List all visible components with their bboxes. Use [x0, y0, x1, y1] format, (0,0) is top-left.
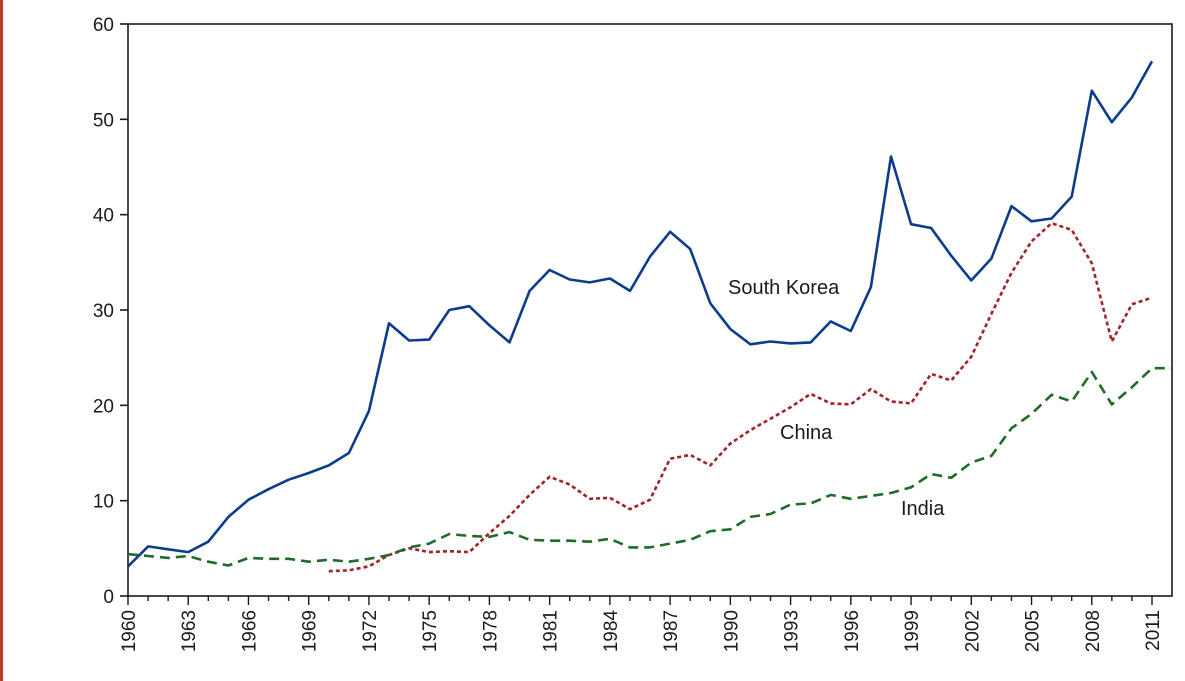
- series-lines: [127, 60, 1171, 573]
- x-tick-label-1984: 1984: [601, 610, 622, 653]
- y-tick-label-30: 30: [93, 301, 114, 322]
- x-tick-label-1960: 1960: [119, 610, 140, 652]
- plot-frame: [127, 23, 1173, 597]
- x-tick-label-1972: 1972: [360, 610, 381, 652]
- tick-marks: [120, 23, 1153, 605]
- x-tick-label-1996: 1996: [842, 610, 863, 652]
- x-tick-label-1975: 1975: [420, 610, 441, 652]
- x-tick-label-1978: 1978: [480, 610, 501, 652]
- y-tick-label-10: 10: [93, 492, 114, 513]
- x-tick-label-1981: 1981: [541, 610, 562, 652]
- left-border-rule: [0, 0, 3, 681]
- series-label-south-korea: South Korea: [728, 277, 840, 299]
- y-tick-label-50: 50: [93, 110, 114, 131]
- y-tick-label-20: 20: [93, 396, 114, 417]
- y-tick-label-40: 40: [93, 206, 114, 227]
- series-line-china: [328, 221, 1153, 573]
- series-label-china: China: [780, 422, 833, 444]
- series-labels: South Korea China India: [728, 277, 945, 520]
- series-label-india: India: [901, 498, 945, 520]
- x-tick-label-2005: 2005: [1023, 610, 1044, 652]
- axes: [127, 23, 1173, 597]
- tick-labels: 0 10 20 30 40 50 60 1960 1963 1966 1969 1972 1975 197…: [93, 15, 1164, 652]
- x-tick-label-1999: 1999: [902, 610, 923, 652]
- y-tick-label-0: 0: [103, 587, 114, 608]
- x-tick-label-2002: 2002: [962, 610, 983, 652]
- x-tick-label-1966: 1966: [239, 610, 260, 652]
- x-tick-label-1993: 1993: [782, 610, 803, 652]
- series-line-india: [127, 366, 1171, 567]
- x-tick-label-2008: 2008: [1083, 610, 1104, 652]
- series-line-south-korea: [127, 60, 1154, 568]
- x-tick-label-1990: 1990: [721, 610, 742, 652]
- x-tick-label-2011: 2011: [1143, 610, 1164, 651]
- x-tick-label-1969: 1969: [300, 610, 321, 652]
- x-tick-label-1987: 1987: [661, 610, 682, 652]
- x-tick-label-1963: 1963: [179, 610, 200, 652]
- y-tick-label-60: 60: [93, 15, 114, 36]
